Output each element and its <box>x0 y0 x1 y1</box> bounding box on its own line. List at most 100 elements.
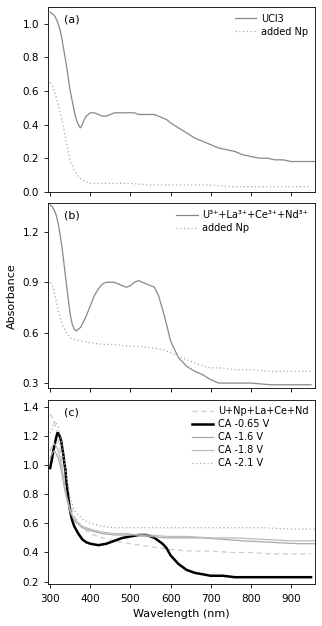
U+Np+La+Ce+Nd <box>128 540 132 548</box>
CA -1.8 V <box>148 531 152 539</box>
CA -0.65 V <box>120 534 124 541</box>
CA -0.65 V <box>137 531 140 539</box>
U+Np+La+Ce+Nd <box>112 537 116 545</box>
added Np <box>233 366 237 373</box>
UCl3 <box>52 12 56 19</box>
U³⁺+La³⁺+Ce³⁺+Nd³⁺ <box>120 282 124 289</box>
CA -2.1 V <box>52 418 56 425</box>
CA -0.65 V <box>66 493 70 501</box>
added Np <box>72 336 76 343</box>
added Np <box>80 337 84 345</box>
CA -0.65 V <box>177 560 181 568</box>
CA -2.1 V <box>64 473 68 481</box>
CA -2.1 V <box>165 524 168 531</box>
CA -1.6 V <box>54 449 58 457</box>
U³⁺+La³⁺+Ce³⁺+Nd³⁺ <box>177 354 181 362</box>
Y-axis label: Absorbance: Absorbance <box>7 263 17 329</box>
U³⁺+La³⁺+Ce³⁺+Nd³⁺ <box>148 282 152 289</box>
U³⁺+La³⁺+Ce³⁺+Nd³⁺ <box>185 362 189 370</box>
CA -0.65 V <box>63 466 67 473</box>
added Np <box>112 341 116 348</box>
Line: U+Np+La+Ce+Nd: U+Np+La+Ce+Nd <box>50 414 311 554</box>
U+Np+La+Ce+Nd <box>88 530 92 537</box>
U³⁺+La³⁺+Ce³⁺+Nd³⁺ <box>92 292 96 299</box>
CA -2.1 V <box>54 419 58 427</box>
CA -1.8 V <box>64 491 68 498</box>
CA -0.65 V <box>201 570 204 578</box>
CA -0.65 V <box>84 538 88 546</box>
U³⁺+La³⁺+Ce³⁺+Nd³⁺ <box>68 310 72 318</box>
CA -2.1 V <box>148 524 152 531</box>
CA -2.1 V <box>72 506 76 514</box>
U+Np+La+Ce+Nd <box>229 549 233 557</box>
CA -0.65 V <box>185 566 189 573</box>
U³⁺+La³⁺+Ce³⁺+Nd³⁺ <box>156 292 160 299</box>
CA -0.65 V <box>221 572 225 580</box>
Text: (c): (c) <box>64 407 79 417</box>
U³⁺+La³⁺+Ce³⁺+Nd³⁺ <box>74 327 78 335</box>
CA -1.6 V <box>72 516 76 524</box>
Line: added Np: added Np <box>50 282 311 371</box>
added Np <box>60 321 64 328</box>
CA -0.65 V <box>161 540 165 548</box>
UCl3 <box>289 158 293 165</box>
CA -2.1 V <box>48 429 52 437</box>
added Np <box>189 182 193 189</box>
added Np <box>120 180 124 187</box>
U+Np+La+Ce+Nd <box>52 418 56 425</box>
U³⁺+La³⁺+Ce³⁺+Nd³⁺ <box>309 381 313 389</box>
U³⁺+La³⁺+Ce³⁺+Nd³⁺ <box>137 277 140 284</box>
U³⁺+La³⁺+Ce³⁺+Nd³⁺ <box>84 312 88 320</box>
CA -0.65 V <box>209 572 213 580</box>
CA -1.6 V <box>88 527 92 535</box>
CA -0.65 V <box>249 573 253 581</box>
added Np <box>56 101 60 108</box>
CA -2.1 V <box>50 424 54 431</box>
added Np <box>88 180 92 187</box>
CA -0.65 V <box>153 534 156 541</box>
U³⁺+La³⁺+Ce³⁺+Nd³⁺ <box>50 203 54 210</box>
added Np <box>58 109 62 116</box>
CA -0.65 V <box>269 573 273 581</box>
CA -1.8 V <box>261 536 265 543</box>
U+Np+La+Ce+Nd <box>100 534 104 541</box>
CA -1.8 V <box>58 454 62 461</box>
UCl3 <box>60 37 64 44</box>
added Np <box>60 118 64 125</box>
added Np <box>50 282 54 289</box>
CA -0.65 V <box>72 523 76 530</box>
Text: (a): (a) <box>64 14 80 24</box>
CA -1.6 V <box>56 454 60 461</box>
added Np <box>209 364 213 372</box>
U³⁺+La³⁺+Ce³⁺+Nd³⁺ <box>125 284 128 291</box>
U³⁺+La³⁺+Ce³⁺+Nd³⁺ <box>88 302 92 309</box>
CA -1.8 V <box>137 531 140 539</box>
CA -1.6 V <box>80 524 84 531</box>
added Np <box>309 183 313 190</box>
U³⁺+La³⁺+Ce³⁺+Nd³⁺ <box>229 379 233 387</box>
CA -1.6 V <box>165 534 168 541</box>
CA -0.65 V <box>64 476 68 483</box>
U³⁺+La³⁺+Ce³⁺+Nd³⁺ <box>169 337 173 345</box>
U³⁺+La³⁺+Ce³⁺+Nd³⁺ <box>109 279 112 286</box>
CA -0.65 V <box>62 451 65 459</box>
U³⁺+La³⁺+Ce³⁺+Nd³⁺ <box>201 371 204 379</box>
U³⁺+La³⁺+Ce³⁺+Nd³⁺ <box>249 379 253 387</box>
CA -1.8 V <box>289 537 293 545</box>
U³⁺+La³⁺+Ce³⁺+Nd³⁺ <box>54 212 58 219</box>
CA -1.6 V <box>48 454 52 461</box>
CA -1.8 V <box>313 537 317 545</box>
added Np <box>269 367 273 375</box>
U³⁺+La³⁺+Ce³⁺+Nd³⁺ <box>128 282 132 289</box>
added Np <box>66 148 70 155</box>
CA -1.6 V <box>181 534 185 541</box>
CA -2.1 V <box>80 515 84 523</box>
CA -1.6 V <box>125 531 128 539</box>
added Np <box>137 342 140 350</box>
added Np <box>96 180 100 187</box>
U³⁺+La³⁺+Ce³⁺+Nd³⁺ <box>145 280 148 288</box>
U³⁺+La³⁺+Ce³⁺+Nd³⁺ <box>62 262 66 269</box>
added Np <box>221 364 225 372</box>
U³⁺+La³⁺+Ce³⁺+Nd³⁺ <box>140 279 144 286</box>
U³⁺+La³⁺+Ce³⁺+Nd³⁺ <box>64 279 68 286</box>
